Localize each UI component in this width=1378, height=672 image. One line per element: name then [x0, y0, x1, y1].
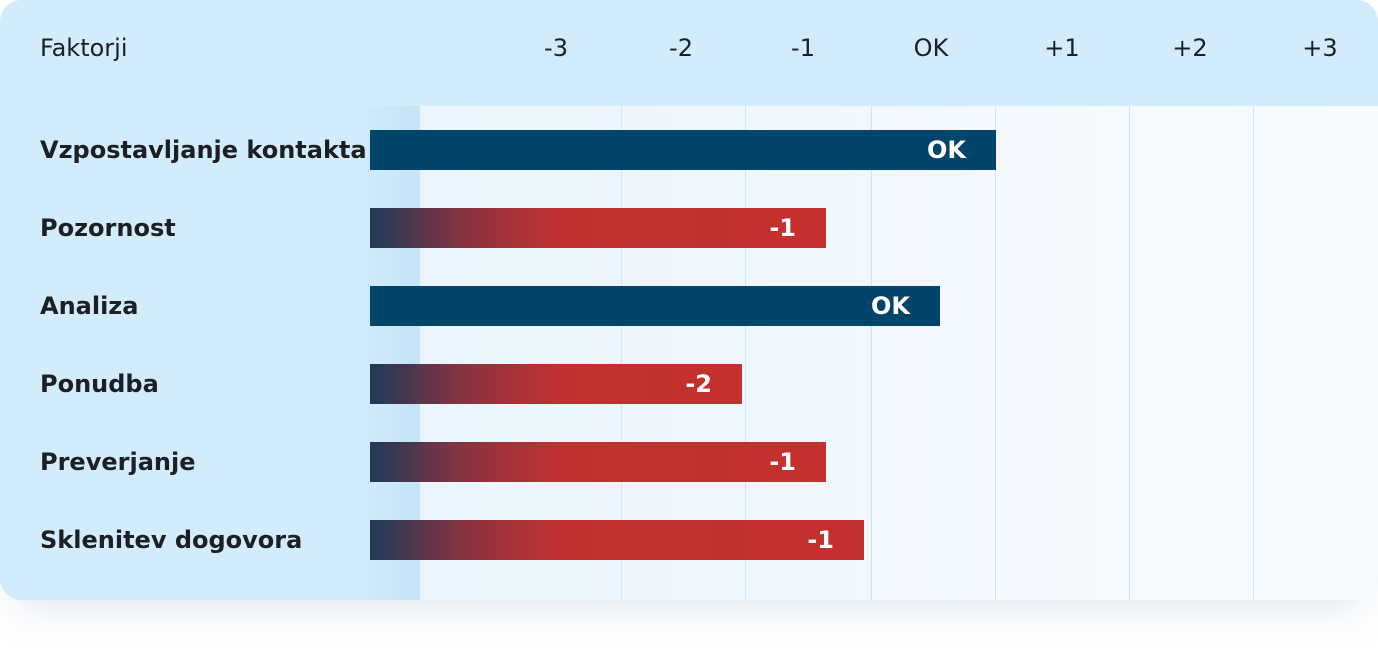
- bar: OK: [370, 286, 940, 326]
- x-tick-label: -3: [544, 34, 568, 62]
- gridline: [1253, 106, 1254, 600]
- bar: -1: [370, 208, 826, 248]
- bar-value-label: -2: [685, 370, 712, 398]
- x-tick-label: -2: [669, 34, 693, 62]
- chart-header: [0, 0, 1378, 106]
- header-label: Faktorji: [40, 34, 128, 62]
- gridline: [621, 106, 622, 600]
- gridline: [871, 106, 872, 600]
- x-tick-label: +3: [1302, 34, 1338, 62]
- category-label: Preverjanje: [40, 448, 196, 476]
- bar-value-label: OK: [871, 292, 910, 320]
- plot-area: [420, 106, 1378, 600]
- x-tick-label: -1: [791, 34, 815, 62]
- x-tick-label: +1: [1044, 34, 1080, 62]
- category-label: Analiza: [40, 292, 139, 320]
- gridline: [745, 106, 746, 600]
- bar-value-label: -1: [807, 526, 834, 554]
- bar-value-label: -1: [769, 214, 796, 242]
- category-label: Sklenitev dogovora: [40, 526, 303, 554]
- bar-value-label: OK: [927, 136, 966, 164]
- gridline: [995, 106, 996, 600]
- bar: OK: [370, 130, 996, 170]
- chart-card: Faktorji -3 -2 -1 OK +1 +2 +3 Vzpostavljanje k…: [0, 0, 1378, 600]
- label-column: [0, 106, 420, 600]
- category-label: Vzpostavljanje kontakta: [40, 136, 367, 164]
- gridline: [1129, 106, 1130, 600]
- x-tick-label: OK: [913, 34, 949, 62]
- category-label: Ponudba: [40, 370, 159, 398]
- bar-value-label: -1: [769, 448, 796, 476]
- category-label: Pozornost: [40, 214, 176, 242]
- x-tick-label: +2: [1172, 34, 1208, 62]
- bar: -2: [370, 364, 742, 404]
- bar: -1: [370, 442, 826, 482]
- bar: -1: [370, 520, 864, 560]
